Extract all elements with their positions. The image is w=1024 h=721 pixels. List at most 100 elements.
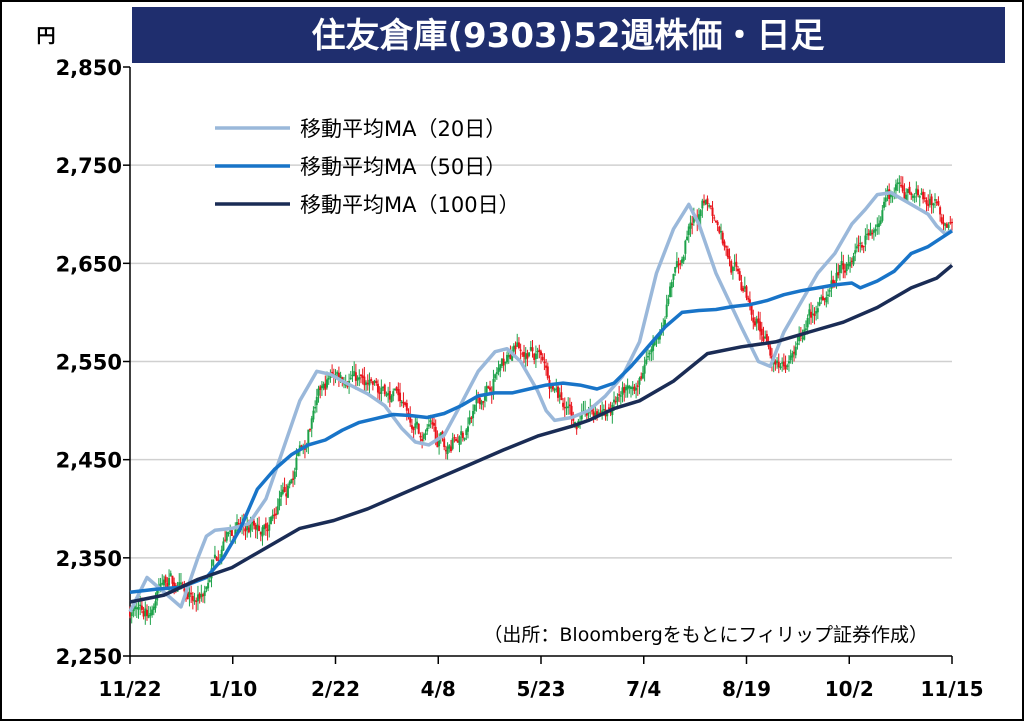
x-tick-label: 10/2 xyxy=(825,677,874,701)
candle-body xyxy=(470,417,473,420)
candle-body xyxy=(171,575,174,584)
candle-body xyxy=(230,529,233,536)
source-note: （出所：Bloombergをもとにフィリップ証券作成） xyxy=(483,624,928,646)
candle-body xyxy=(366,382,369,385)
candle-body xyxy=(718,226,721,233)
candle-body xyxy=(670,282,673,289)
candle-body xyxy=(786,365,789,367)
candle-body xyxy=(665,304,668,317)
candle-body xyxy=(567,406,570,408)
candle-body xyxy=(251,521,254,524)
candle-body xyxy=(235,522,238,527)
candle-body xyxy=(680,259,683,263)
candle-body xyxy=(713,217,716,219)
candle-body xyxy=(387,392,390,396)
candle-body xyxy=(494,374,497,379)
candle-body xyxy=(845,263,848,272)
candle-body xyxy=(747,297,750,300)
candle-body xyxy=(285,493,288,497)
candle-body xyxy=(152,606,155,611)
candle-body xyxy=(837,272,840,276)
candle-body xyxy=(483,394,486,401)
candle-body xyxy=(356,377,359,381)
candle-body xyxy=(429,420,432,422)
candle-body xyxy=(675,261,678,268)
candle-body xyxy=(212,559,215,566)
y-tick-label: 2,250 xyxy=(56,645,122,669)
axes: 2,250 2,350 2,450 2,550 2,650 2,750 2,850 11/22… xyxy=(56,56,984,701)
candle-body xyxy=(731,266,734,272)
candle-body xyxy=(752,317,755,323)
candle-body xyxy=(375,381,378,383)
candle-body xyxy=(689,222,692,229)
candle-body xyxy=(706,198,709,205)
candle-body xyxy=(463,437,466,440)
candle-body xyxy=(514,345,517,350)
candle-body xyxy=(217,559,220,561)
candle-body xyxy=(315,396,318,406)
candle-body xyxy=(692,216,695,223)
candle-body xyxy=(480,401,483,405)
candle-body xyxy=(879,220,882,225)
candle-body xyxy=(202,594,205,597)
candle-body xyxy=(327,377,330,380)
candle-body xyxy=(793,351,796,354)
candle-body xyxy=(757,318,760,323)
candle-body xyxy=(137,607,140,610)
candle-body xyxy=(400,401,403,404)
candle-body xyxy=(918,195,921,198)
candle-body xyxy=(383,384,386,395)
candle-body xyxy=(737,268,740,272)
chart-title: 住友倉庫(9303)52週株価・日足 xyxy=(311,16,824,56)
candle-body xyxy=(196,594,199,602)
candle-body xyxy=(215,557,218,561)
candle-body xyxy=(195,600,198,603)
candle-body xyxy=(134,606,137,610)
candle-body xyxy=(482,401,485,403)
candle-body xyxy=(716,221,719,226)
candle-body xyxy=(286,485,289,498)
candle-body xyxy=(939,207,942,215)
candle-body xyxy=(424,433,427,435)
candle-body xyxy=(911,195,914,198)
legend-label-ma50: 移動平均MA（50日） xyxy=(300,155,506,179)
candle-body xyxy=(502,358,505,366)
candle-body xyxy=(816,308,819,313)
candle-body xyxy=(528,352,531,356)
candle-body xyxy=(307,429,310,445)
candle-body xyxy=(643,364,646,374)
candle-body xyxy=(592,411,595,420)
candle-body xyxy=(869,230,872,236)
candle-body xyxy=(388,390,391,400)
candle-body xyxy=(448,445,451,449)
y-tick-label: 2,750 xyxy=(56,154,122,178)
candle-body xyxy=(635,387,638,391)
candle-body xyxy=(906,188,909,193)
candle-body xyxy=(368,379,371,386)
candle-body xyxy=(849,262,852,267)
candle-body xyxy=(626,385,629,390)
candle-body xyxy=(562,402,565,407)
candle-body xyxy=(781,362,784,364)
candle-body xyxy=(949,222,952,224)
candle-body xyxy=(506,354,509,363)
candle-body xyxy=(645,359,648,365)
candle-body xyxy=(443,438,446,448)
candle-body xyxy=(570,405,573,417)
candle-body xyxy=(691,223,694,225)
candle-body xyxy=(183,588,186,592)
candle-body xyxy=(607,407,610,409)
candle-body xyxy=(247,527,250,533)
candle-body xyxy=(825,297,828,303)
candle-body xyxy=(743,286,746,289)
candle-body xyxy=(580,411,583,420)
candle-body xyxy=(293,471,296,479)
candle-body xyxy=(847,264,850,266)
candle-body xyxy=(543,361,546,364)
candle-body xyxy=(295,457,298,470)
candle-body xyxy=(896,182,899,185)
candle-body xyxy=(791,353,794,358)
y-unit-label: 円 xyxy=(36,25,55,47)
candle-body xyxy=(392,391,395,397)
